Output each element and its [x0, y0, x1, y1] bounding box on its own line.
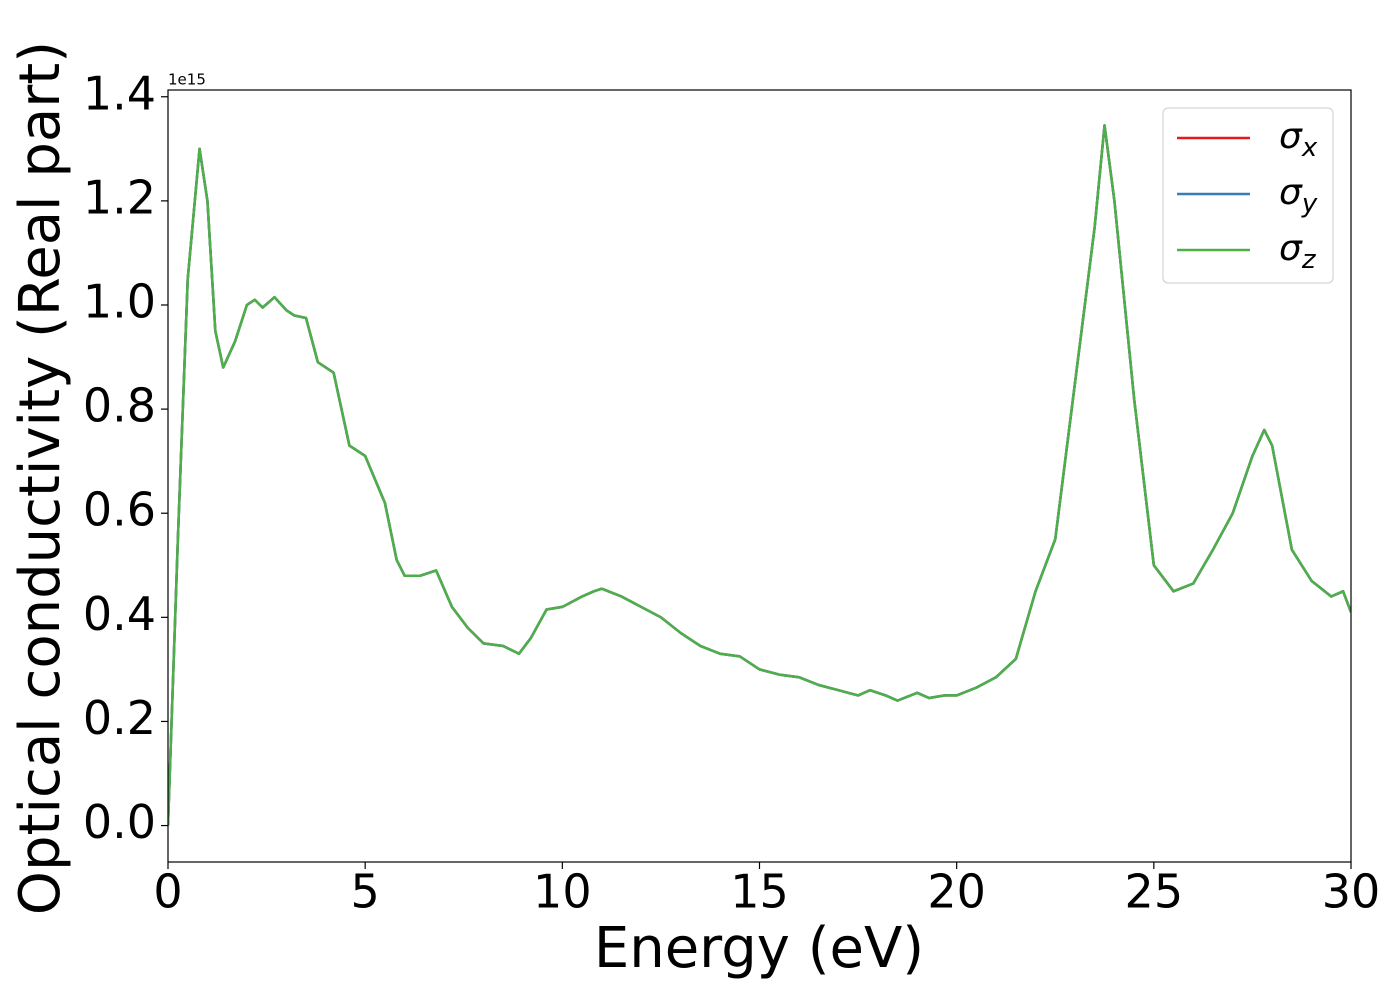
y-tick-label: 1.2 — [83, 170, 156, 224]
x-tick-label: 20 — [927, 865, 986, 919]
y-tick-label: 1.4 — [83, 66, 156, 120]
x-tick-label: 5 — [351, 865, 380, 919]
x-tick-label: 0 — [153, 865, 182, 919]
legend-symbol: σ — [1279, 116, 1303, 157]
x-axis-label: Energy (eV) — [594, 916, 924, 981]
x-tick-label: 30 — [1322, 865, 1381, 919]
data-line — [168, 124, 1351, 826]
legend-label: σx — [1279, 116, 1318, 163]
y-axis-label: Optical conductivity (Real part) — [8, 41, 73, 915]
x-tick-label: 15 — [730, 865, 789, 919]
legend-symbol: σ — [1279, 228, 1303, 269]
y-tick-label: 0.4 — [83, 587, 156, 641]
y-tick-label: 0.8 — [83, 379, 156, 433]
offset-text: 1e15 — [168, 71, 206, 89]
legend-label: σy — [1279, 172, 1318, 219]
legend-label: σz — [1279, 228, 1317, 275]
y-tick-label: 0.6 — [83, 483, 156, 537]
legend-subscript: y — [1301, 189, 1318, 219]
x-tick-label: 10 — [533, 865, 592, 919]
y-tick-label: 0.2 — [83, 691, 156, 745]
legend-subscript: z — [1301, 245, 1317, 275]
legend-symbol: σ — [1279, 172, 1303, 213]
y-tick-label: 1.0 — [83, 274, 156, 328]
plot-frame — [167, 89, 1352, 863]
y-tick-label: 0.0 — [83, 795, 156, 849]
legend-box — [1162, 107, 1334, 284]
x-tick-label: 25 — [1125, 865, 1184, 919]
legend-subscript: x — [1301, 133, 1318, 163]
